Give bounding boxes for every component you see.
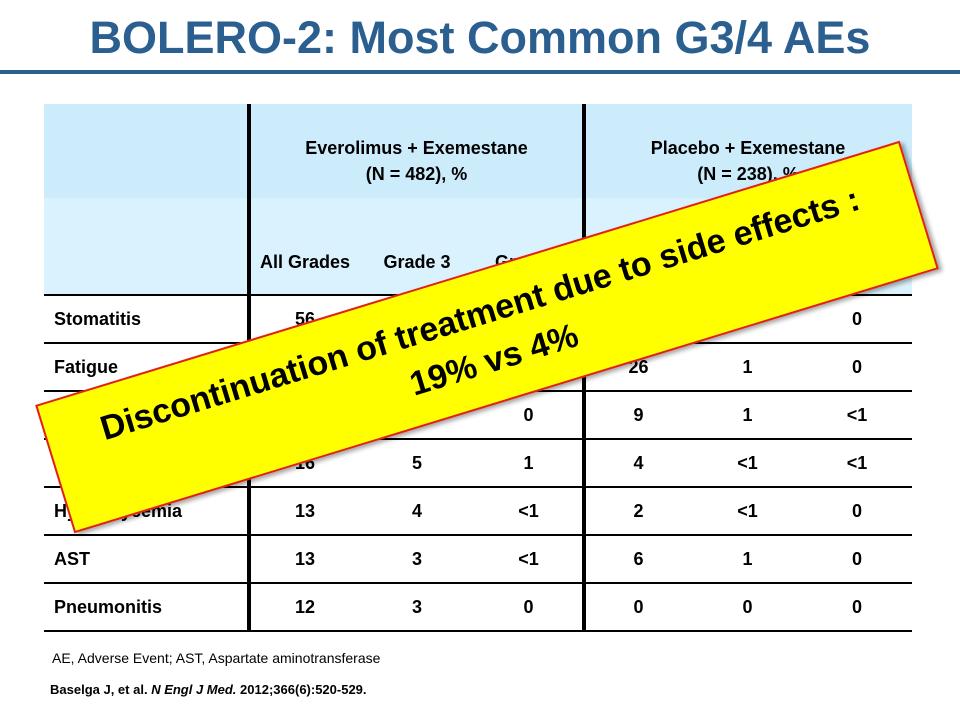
cell-value: 13 [294, 500, 316, 521]
column-header: Grade 3 [383, 251, 451, 272]
cell-value: 0 [742, 596, 753, 617]
cell-value: 5 [411, 452, 422, 473]
cell-value: 9 [633, 404, 644, 425]
title: BOLERO-2: Most Common G3/4 AEs [89, 12, 871, 63]
footnote: AE, Adverse Event; AST, Aspartate aminot… [52, 650, 381, 666]
cell-value: <1 [737, 500, 758, 521]
cell-value: 4 [633, 452, 644, 473]
cell-value: 1 [742, 404, 753, 425]
citation-journal: N Engl J Med. [151, 682, 237, 697]
title-rule [0, 70, 960, 74]
group-header: Everolimus + Exemestane (N = 482), % [249, 124, 584, 198]
cell-value: 1 [742, 548, 753, 569]
row-line [44, 630, 912, 632]
row-label: Pneumonitis [54, 596, 163, 617]
cell-value: 0 [851, 596, 862, 617]
cell-value: 0 [851, 308, 862, 329]
cell-value: 0 [523, 596, 534, 617]
citation-details: 2012;366(6):520-529. [240, 682, 367, 697]
row-label: Fatigue [54, 356, 119, 377]
group-name: Placebo + Exemestane [650, 138, 846, 158]
cell-value: 13 [294, 548, 316, 569]
cell-value: 12 [294, 596, 316, 617]
cell-value: <1 [518, 500, 539, 521]
cell-value: <1 [737, 452, 758, 473]
cell-value: 1 [742, 356, 753, 377]
cell-value: 3 [411, 596, 422, 617]
cell-value: 6 [633, 548, 644, 569]
row-label: AST [54, 548, 90, 569]
row-line [44, 486, 912, 488]
cell-value: <1 [518, 548, 539, 569]
column-header: All Grades [259, 251, 351, 272]
cell-value: 0 [633, 596, 644, 617]
row-line [44, 582, 912, 584]
cell-value: <1 [846, 452, 868, 473]
cell-value: 4 [411, 500, 422, 521]
group-name: Everolimus + Exemestane [305, 138, 528, 158]
cell-value: 0 [851, 356, 862, 377]
cell-value: 0 [851, 548, 862, 569]
cell-value: 2 [633, 500, 644, 521]
citation-authors: Baselga J, et al. [50, 682, 148, 697]
row-line [44, 534, 912, 536]
cell-value: 0 [523, 404, 534, 425]
cell-value: 3 [411, 548, 422, 569]
cell-value: <1 [846, 404, 868, 425]
cell-value: 0 [851, 500, 862, 521]
group-n: (N = 482), % [365, 164, 468, 184]
citation: Baselga J, et al. N Engl J Med. 2012;366… [50, 682, 367, 697]
cell-value: 1 [523, 452, 534, 473]
row-label: Stomatitis [54, 308, 142, 329]
row-line [44, 438, 912, 440]
